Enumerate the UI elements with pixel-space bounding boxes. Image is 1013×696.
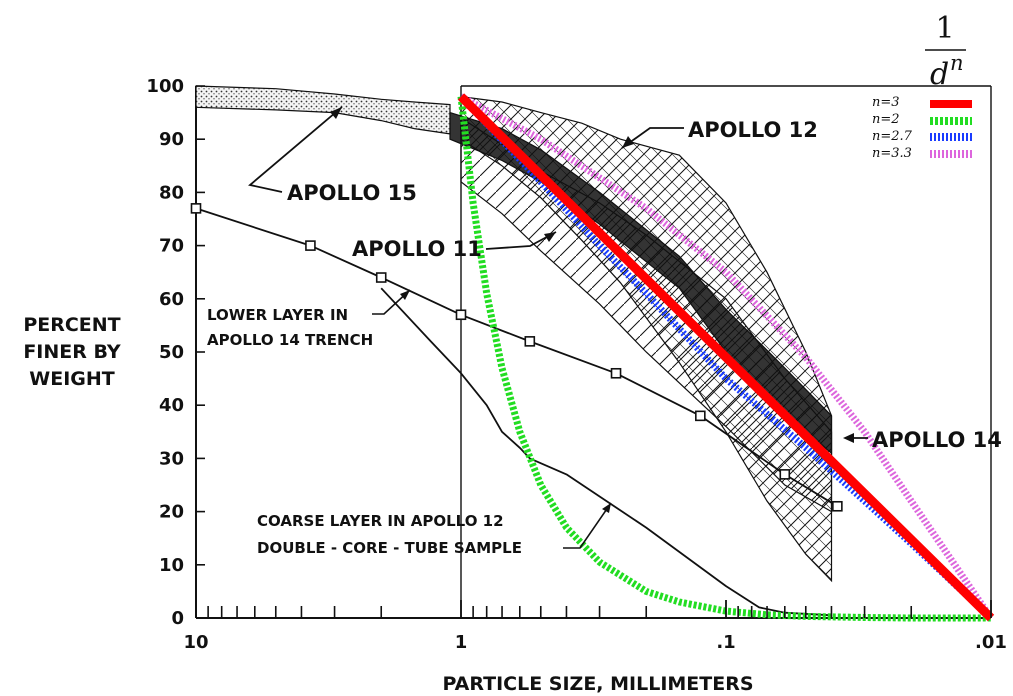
y-tick-label: 30 [159,448,184,469]
formula-numerator: 1 [935,11,954,46]
series-line-coarse-layer-in-apollo-12-double-core-tube-sample [380,287,832,617]
annotation-coarse-layer-line-2: DOUBLE - CORE - TUBE SAMPLE [257,539,522,557]
series-point-lower-layer-in-apollo-14-trench [610,367,622,379]
x-axis-label: PARTICLE SIZE, MILLIMETERS [442,673,753,695]
y-tick-label: 90 [159,129,184,150]
y-tick-label: 50 [159,342,184,363]
y-axis-label-line-2: FINER BY [23,341,121,363]
legend-label-n3: n=3 [872,95,900,110]
x-tick-label: .01 [975,632,1007,653]
formula: 1 d n [925,11,966,92]
annotation-lower-layer-line-2: APOLLO 14 TRENCH [207,331,373,349]
x-tick-label: .1 [716,632,735,653]
legend-label-n33: n=3.3 [872,146,912,161]
annotation-apollo-11: APOLLO 11 [352,237,482,261]
annotation-coarse-layer-arrow [563,502,612,549]
legend-entry-n27: n=2.7 [872,129,972,144]
annotation-apollo-14-arrowhead [843,433,854,443]
y-tick-label: 80 [159,182,184,203]
y-tick-label: 10 [159,555,184,576]
band-apollo-15 [195,85,451,135]
legend-entry-n3: n=3 [872,95,972,110]
series-point-lower-layer-in-apollo-14-trench [695,410,706,422]
series-point-lower-layer-in-apollo-14-trench [779,469,791,480]
y-tick-label: 60 [159,289,184,310]
annotation-lower-layer-arrow [372,289,411,315]
series-point-lower-layer-in-apollo-14-trench [190,203,202,214]
series-line-n-3 [457,93,995,622]
legend-entry-n2: n=2 [872,112,972,127]
y-tick-label: 70 [159,236,184,257]
x-tick-label: 1 [455,632,468,653]
annotation-apollo-12-arrowhead [622,136,634,148]
annotation-apollo-15-arrowhead [330,107,342,119]
series-point-lower-layer-in-apollo-14-trench [305,240,316,251]
legend-label-n2: n=2 [872,112,900,127]
y-tick-label: 20 [159,502,184,523]
formula-denominator: d [930,57,949,92]
series-point-lower-layer-in-apollo-14-trench [455,309,467,321]
legend-label-n27: n=2.7 [872,129,913,144]
series-lines [190,93,995,622]
annotation-apollo-15: APOLLO 15 [287,181,417,205]
legend-swatch-n3 [930,100,972,108]
series-point-lower-layer-in-apollo-14-trench [524,336,536,347]
y-tick-label: 0 [171,608,184,629]
series-line-n-3-3 [459,93,994,620]
annotation-apollo-11-arrowhead [544,232,556,242]
series-line-n-2 [457,96,991,622]
formula-exponent: n [950,51,964,75]
annotation-apollo-14: APOLLO 14 [872,428,1002,452]
y-tick-label: 40 [159,395,184,416]
y-axis-label-line-1: PERCENT [23,314,120,336]
annotation-apollo-12: APOLLO 12 [688,118,818,142]
x-tick-label: 10 [183,632,208,653]
annotations: APOLLO 15 APOLLO 12 APOLLO 11 APOLLO 14 … [207,106,1002,557]
axes: 0 10 20 30 40 50 60 70 80 90 100 10 1 .1 .01 [146,76,1007,653]
annotation-lower-layer-arrowhead [400,290,410,300]
annotation-lower-layer-line-1: LOWER LAYER IN [207,306,348,324]
legend-entry-n33: n=3.3 [872,146,972,161]
annotation-apollo-15-arrow [248,106,343,193]
series-point-lower-layer-in-apollo-14-trench [375,272,387,283]
y-axis-label-line-3: WEIGHT [29,368,115,390]
legend: n=3 n=2 n=2.7 n=3.3 [872,95,972,161]
y-tick-label: 100 [146,76,184,97]
annotation-coarse-layer-line-1: COARSE LAYER IN APOLLO 12 [257,512,504,530]
series-point-lower-layer-in-apollo-14-trench [832,500,843,512]
annotation-coarse-layer-arrowhead [602,503,611,513]
